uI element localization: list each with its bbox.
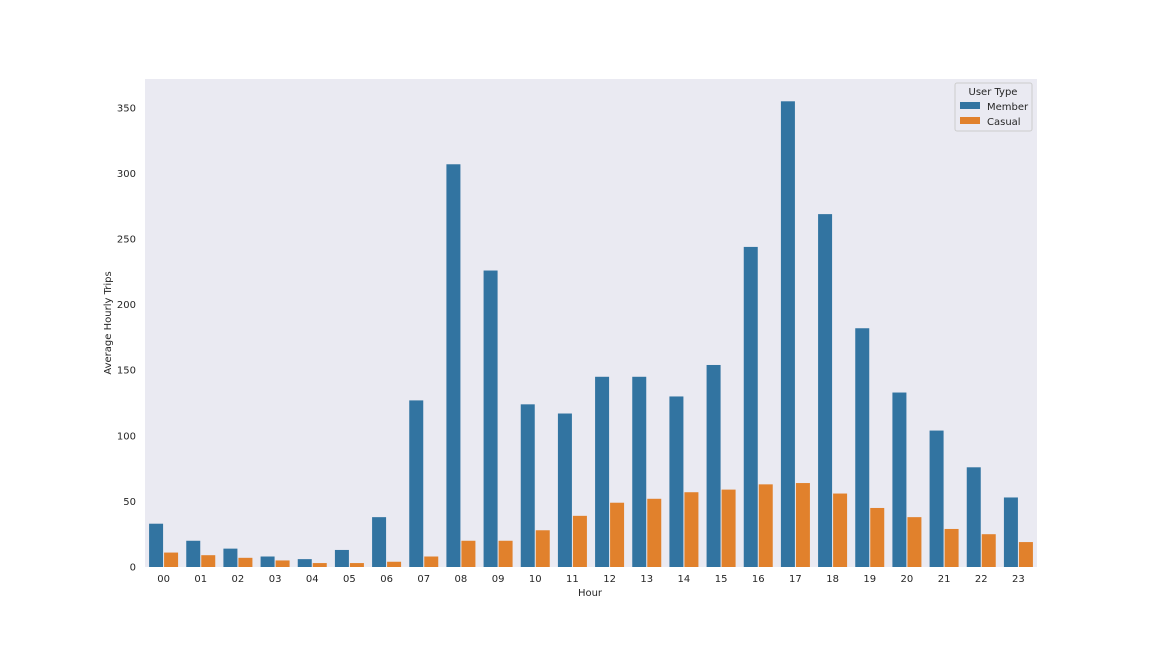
x-tick-label: 13 xyxy=(640,574,653,585)
x-tick-label: 19 xyxy=(863,574,876,585)
x-tick-label: 16 xyxy=(752,574,765,585)
legend-swatch-member xyxy=(960,102,980,109)
x-tick-label: 04 xyxy=(306,574,319,585)
legend-swatch-casual xyxy=(960,117,980,124)
bar-member-00 xyxy=(149,523,164,567)
bar-member-23 xyxy=(1003,497,1018,567)
bar-casual-01 xyxy=(201,555,216,567)
bar-casual-23 xyxy=(1018,542,1033,567)
bar-casual-16 xyxy=(758,484,773,567)
x-tick-label: 08 xyxy=(455,574,468,585)
bar-casual-19 xyxy=(870,507,885,567)
bar-casual-04 xyxy=(312,563,327,567)
y-tick-label: 300 xyxy=(117,169,136,180)
bars xyxy=(149,101,1033,568)
y-tick-label: 100 xyxy=(117,431,136,442)
bar-casual-02 xyxy=(238,557,253,567)
bar-member-16 xyxy=(743,246,758,567)
bar-casual-22 xyxy=(981,534,996,567)
bar-member-19 xyxy=(855,328,870,567)
bar-member-08 xyxy=(446,164,461,568)
bar-member-22 xyxy=(966,467,981,567)
x-tick-label: 09 xyxy=(492,574,505,585)
bar-member-18 xyxy=(818,214,833,567)
bar-casual-17 xyxy=(795,483,810,567)
plot-area xyxy=(145,79,1037,567)
x-tick-label: 20 xyxy=(901,574,914,585)
bar-casual-11 xyxy=(572,515,587,567)
bar-member-09 xyxy=(483,270,498,567)
x-tick-label: 01 xyxy=(194,574,207,585)
bar-casual-18 xyxy=(833,493,848,567)
x-tick-label: 07 xyxy=(417,574,430,585)
x-tick-label: 17 xyxy=(789,574,802,585)
y-tick-label: 250 xyxy=(117,235,136,246)
x-tick-label: 05 xyxy=(343,574,356,585)
bar-member-07 xyxy=(409,400,424,567)
x-tick-labels: 00 01 02 03 04 05 06 07 08 09 10 11 12 13 14 15 16 17 18 19… xyxy=(157,574,1025,585)
bar-casual-03 xyxy=(275,560,290,567)
x-axis-label: Hour xyxy=(578,588,603,599)
legend-title: User Type xyxy=(969,87,1018,98)
y-axis-label: Average Hourly Trips xyxy=(103,271,114,374)
bar-casual-06 xyxy=(387,561,402,567)
bar-casual-20 xyxy=(907,517,922,567)
x-tick-label: 02 xyxy=(232,574,245,585)
x-tick-label: 03 xyxy=(269,574,282,585)
x-tick-label: 06 xyxy=(380,574,393,585)
bar-member-17 xyxy=(780,101,795,567)
bar-member-15 xyxy=(706,364,721,567)
bar-casual-05 xyxy=(349,563,364,567)
x-tick-label: 11 xyxy=(566,574,579,585)
bar-casual-12 xyxy=(610,502,625,567)
x-tick-label: 10 xyxy=(529,574,542,585)
y-tick-label: 150 xyxy=(117,366,136,377)
bar-member-03 xyxy=(260,556,275,567)
x-tick-label: 22 xyxy=(975,574,988,585)
bar-member-01 xyxy=(186,540,201,567)
bar-casual-13 xyxy=(647,498,662,567)
legend: User Type Member Casual xyxy=(954,82,1033,132)
x-tick-label: 15 xyxy=(715,574,728,585)
bar-member-20 xyxy=(892,392,907,567)
legend-label-member: Member xyxy=(987,102,1029,113)
bar-member-12 xyxy=(595,376,610,567)
bar-casual-14 xyxy=(684,492,699,567)
y-tick-label: 50 xyxy=(123,497,136,508)
bar-casual-15 xyxy=(721,489,736,567)
bar-member-21 xyxy=(929,430,944,567)
x-tick-label: 14 xyxy=(678,574,691,585)
x-tick-label: 00 xyxy=(157,574,170,585)
bar-casual-10 xyxy=(535,530,550,567)
legend-label-casual: Casual xyxy=(987,117,1021,128)
bar-casual-09 xyxy=(498,540,513,567)
bar-member-02 xyxy=(223,548,238,567)
x-tick-label: 23 xyxy=(1012,574,1025,585)
y-tick-label: 200 xyxy=(117,300,136,311)
bar-member-04 xyxy=(297,559,312,567)
x-tick-label: 12 xyxy=(603,574,616,585)
y-tick-label: 350 xyxy=(117,103,136,114)
x-tick-label: 21 xyxy=(938,574,951,585)
bar-casual-07 xyxy=(424,556,439,567)
x-tick-label: 18 xyxy=(826,574,839,585)
bar-casual-08 xyxy=(461,540,476,567)
bar-member-13 xyxy=(632,376,647,567)
bar-member-10 xyxy=(520,404,535,567)
bar-member-11 xyxy=(557,413,572,567)
bar-member-06 xyxy=(372,517,387,567)
bar-casual-21 xyxy=(944,528,959,567)
bar-member-05 xyxy=(334,549,349,567)
y-tick-label: 0 xyxy=(130,563,136,574)
bar-casual-00 xyxy=(164,552,179,567)
bar-member-14 xyxy=(669,396,684,567)
y-tick-labels: 0 50 100 150 200 250 300 350 xyxy=(117,103,136,573)
